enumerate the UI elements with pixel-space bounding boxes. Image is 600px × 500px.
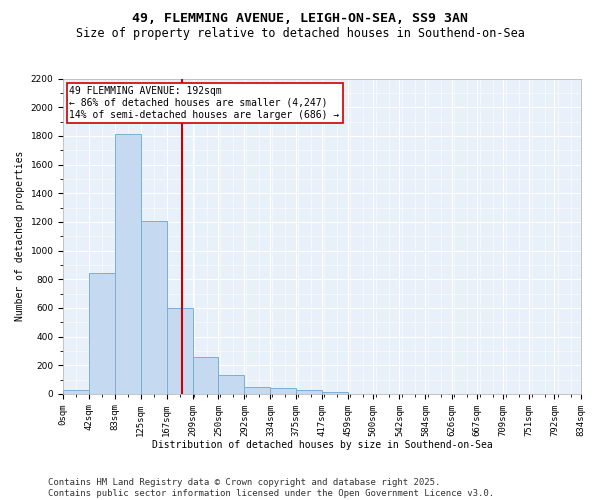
Y-axis label: Number of detached properties: Number of detached properties: [15, 151, 25, 322]
Bar: [193, 358, 218, 394]
Text: 49, FLEMMING AVENUE, LEIGH-ON-SEA, SS9 3AN: 49, FLEMMING AVENUE, LEIGH-ON-SEA, SS9 3…: [132, 12, 468, 26]
Bar: [244, 386, 271, 394]
Bar: [296, 390, 322, 394]
X-axis label: Distribution of detached houses by size in Southend-on-Sea: Distribution of detached houses by size …: [152, 440, 492, 450]
Bar: [141, 221, 167, 394]
Bar: [89, 272, 115, 394]
Bar: [271, 388, 296, 394]
Bar: [63, 390, 89, 394]
Text: 49 FLEMMING AVENUE: 192sqm
← 86% of detached houses are smaller (4,247)
14% of s: 49 FLEMMING AVENUE: 192sqm ← 86% of deta…: [70, 86, 340, 120]
Text: Contains HM Land Registry data © Crown copyright and database right 2025.
Contai: Contains HM Land Registry data © Crown c…: [48, 478, 494, 498]
Bar: [322, 392, 348, 394]
Bar: [115, 134, 141, 394]
Bar: [218, 375, 244, 394]
Text: Size of property relative to detached houses in Southend-on-Sea: Size of property relative to detached ho…: [76, 28, 524, 40]
Bar: [167, 308, 193, 394]
